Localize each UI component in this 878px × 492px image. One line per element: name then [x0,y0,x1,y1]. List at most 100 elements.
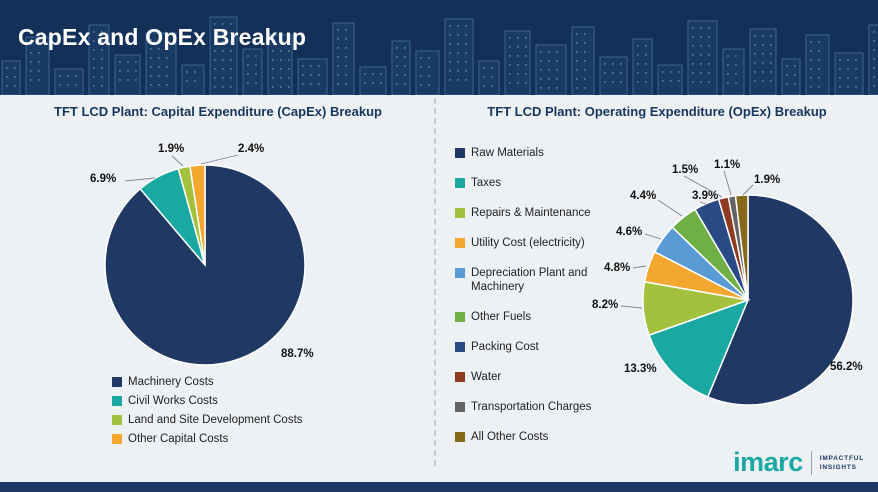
building-window [158,66,160,68]
building-window [576,42,578,44]
building-window [839,68,841,70]
legend-item: Depreciation Plant and Machinery [455,266,633,294]
capex-chart-title: TFT LCD Plant: Capital Expenditure (CapE… [54,104,382,119]
pie-percent-label-6: 3.9% [692,190,718,202]
legend-item: Other Capital Costs [112,429,303,448]
building-window [158,39,160,41]
building-window [525,64,527,66]
building-window [548,78,550,80]
building-window [6,76,8,78]
pie-percent-label-8: 1.1% [714,159,740,171]
building-window [556,51,558,53]
opex-legend: Raw Materials Taxes Repairs & Maintenance U… [455,146,633,444]
building-window [93,67,95,69]
building-window [101,76,103,78]
pie-percent-label-4: 4.6% [616,226,642,238]
building-window [364,73,366,75]
building-window [839,59,841,61]
legend-item: Land and Site Development Costs [112,410,303,429]
legend-item: Raw Materials [455,146,633,160]
building-window [525,55,527,57]
building-window [692,63,694,65]
building-window [509,55,511,57]
building-window [428,57,430,59]
pie-slice-1 [648,298,750,398]
building-window [222,23,224,25]
building-window [556,87,558,89]
legend-swatch [455,148,465,158]
building-window [786,74,788,76]
building-window [576,87,578,89]
building-shape [599,56,628,95]
building-window [708,45,710,47]
city-skyline-icon [1,16,878,95]
building-window [30,70,32,72]
building-shape [504,30,531,95]
building-window [272,86,274,88]
building-window [101,40,103,42]
building-window [847,68,849,70]
building-window [873,49,875,51]
building-window [584,51,586,53]
pie-percent-label-1: 13.3% [624,363,657,375]
building-window [645,45,647,47]
building-window [14,67,16,69]
building-window [214,77,216,79]
building-window [14,76,16,78]
building-window [280,86,282,88]
building-window [576,60,578,62]
building-window [310,83,312,85]
building-window [457,43,459,45]
building-window [584,78,586,80]
building-window [770,71,772,73]
building-window [337,83,339,85]
building-window [101,49,103,51]
building-window [457,34,459,36]
building-window [127,79,129,81]
building-window [404,47,406,49]
building-window [75,75,77,77]
building-window [230,59,232,61]
building-window [692,27,694,29]
building-window [288,68,290,70]
legend-swatch [455,238,465,248]
building-window [166,75,168,77]
building-window [380,73,382,75]
building-window [6,67,8,69]
building-window [428,75,430,77]
building-window [517,82,519,84]
legend-label: Transportation Charges [471,401,592,413]
building-window [465,61,467,63]
building-window [166,84,168,86]
label-leader-line-8 [723,170,732,196]
building-window [101,31,103,33]
building-window [584,42,586,44]
building-window [517,46,519,48]
building-window [700,63,702,65]
building-window [150,48,152,50]
building-window [548,51,550,53]
building-window [449,34,451,36]
building-window [517,73,519,75]
building-window [396,56,398,58]
building-window [735,73,737,75]
building-window [186,71,188,73]
building-window [457,70,459,72]
building-window [135,79,137,81]
legend-swatch [112,433,122,444]
building-window [556,60,558,62]
building-window [873,76,875,78]
building-window [678,80,680,82]
building-window [404,65,406,67]
building-window [517,37,519,39]
building-window [150,57,152,59]
building-window [194,71,196,73]
legend-swatch [112,414,122,425]
building-window [810,68,812,70]
building-window [6,85,8,87]
legend-label: All Other Costs [471,431,549,443]
pie-slice-3 [189,164,206,266]
building-window [727,64,729,66]
building-window [491,67,493,69]
building-window [396,83,398,85]
